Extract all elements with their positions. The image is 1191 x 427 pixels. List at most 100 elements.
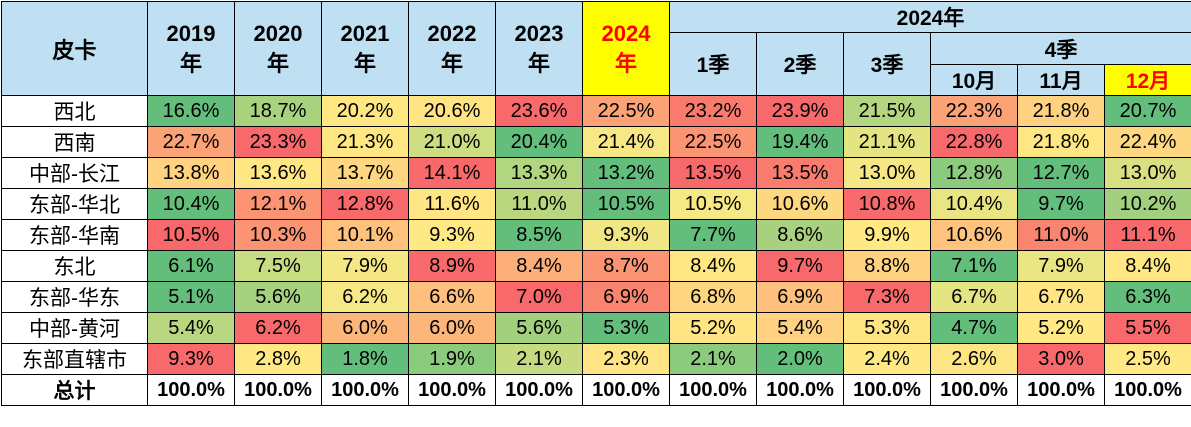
share-cell: 16.6% [148, 96, 235, 127]
share-cell: 6.2% [235, 313, 322, 344]
share-cell: 11.6% [409, 189, 496, 220]
total-cell: 100.0% [1018, 375, 1105, 406]
share-cell: 12.7% [1018, 158, 1105, 189]
region-label: 中部-黄河 [2, 313, 148, 344]
month-header-dec: 12月 [1105, 65, 1191, 96]
share-cell: 7.3% [844, 282, 931, 313]
share-cell: 4.7% [931, 313, 1018, 344]
total-cell: 100.0% [844, 375, 931, 406]
share-cell: 23.6% [496, 96, 583, 127]
region-label: 东部-华东 [2, 282, 148, 313]
share-cell: 9.7% [757, 251, 844, 282]
share-cell: 1.9% [409, 344, 496, 375]
region-label: 东部-华北 [2, 189, 148, 220]
share-cell: 13.8% [148, 158, 235, 189]
share-cell: 14.1% [409, 158, 496, 189]
year-label-2021: 2021 年 [341, 21, 390, 76]
share-cell: 22.5% [583, 96, 670, 127]
share-cell: 10.5% [148, 220, 235, 251]
share-cell: 12.1% [235, 189, 322, 220]
share-cell: 2.1% [670, 344, 757, 375]
share-cell: 6.0% [409, 313, 496, 344]
total-cell: 100.0% [931, 375, 1018, 406]
share-cell: 22.7% [148, 127, 235, 158]
share-cell: 8.9% [409, 251, 496, 282]
share-cell: 10.3% [235, 220, 322, 251]
share-cell: 6.7% [1018, 282, 1105, 313]
share-cell: 21.8% [1018, 127, 1105, 158]
share-cell: 2.6% [931, 344, 1018, 375]
share-cell: 13.5% [670, 158, 757, 189]
share-cell: 9.3% [409, 220, 496, 251]
pickup-region-share-table: 皮卡 2019 年 2020 年 2021 年 2022 年 2023 年 20… [1, 1, 1191, 406]
share-cell: 10.1% [322, 220, 409, 251]
share-cell: 5.2% [670, 313, 757, 344]
share-cell: 8.4% [1105, 251, 1191, 282]
share-cell: 12.8% [931, 158, 1018, 189]
share-cell: 23.9% [757, 96, 844, 127]
share-cell: 2.5% [1105, 344, 1191, 375]
share-cell: 7.9% [1018, 251, 1105, 282]
quarter-header-q4: 4季 [931, 33, 1191, 65]
share-cell: 20.4% [496, 127, 583, 158]
share-cell: 7.0% [496, 282, 583, 313]
share-cell: 7.9% [322, 251, 409, 282]
share-cell: 5.3% [583, 313, 670, 344]
share-cell: 21.4% [583, 127, 670, 158]
share-cell: 5.5% [1105, 313, 1191, 344]
share-cell: 6.9% [757, 282, 844, 313]
region-label: 东北 [2, 251, 148, 282]
share-cell: 8.7% [583, 251, 670, 282]
share-cell: 13.5% [757, 158, 844, 189]
region-label: 东部-华南 [2, 220, 148, 251]
year-label-2022: 2022 年 [428, 21, 477, 76]
share-cell: 19.4% [757, 127, 844, 158]
share-cell: 7.7% [670, 220, 757, 251]
share-cell: 6.8% [670, 282, 757, 313]
corner-header: 皮卡 [2, 2, 148, 96]
share-cell: 10.4% [931, 189, 1018, 220]
share-cell: 10.4% [148, 189, 235, 220]
share-cell: 6.1% [148, 251, 235, 282]
share-cell: 13.0% [1105, 158, 1191, 189]
share-cell: 10.5% [670, 189, 757, 220]
total-cell: 100.0% [583, 375, 670, 406]
share-cell: 22.3% [931, 96, 1018, 127]
year-header-2021: 2021 年 [322, 2, 409, 96]
share-cell: 12.8% [322, 189, 409, 220]
share-cell: 21.8% [1018, 96, 1105, 127]
share-cell: 9.3% [583, 220, 670, 251]
year-header-2023: 2023 年 [496, 2, 583, 96]
share-cell: 5.1% [148, 282, 235, 313]
share-cell: 10.6% [757, 189, 844, 220]
total-cell: 100.0% [148, 375, 235, 406]
share-cell: 2.8% [235, 344, 322, 375]
share-cell: 13.2% [583, 158, 670, 189]
share-cell: 20.2% [322, 96, 409, 127]
share-cell: 5.4% [148, 313, 235, 344]
share-cell: 2.4% [844, 344, 931, 375]
share-cell: 6.0% [322, 313, 409, 344]
share-cell: 6.3% [1105, 282, 1191, 313]
share-cell: 11.0% [1018, 220, 1105, 251]
share-cell: 13.6% [235, 158, 322, 189]
share-cell: 3.0% [1018, 344, 1105, 375]
year-label-2024: 2024 年 [602, 21, 651, 76]
total-cell: 100.0% [670, 375, 757, 406]
region-label: 西北 [2, 96, 148, 127]
share-cell: 23.3% [235, 127, 322, 158]
group-header-2024: 2024年 [670, 2, 1191, 33]
share-cell: 5.6% [235, 282, 322, 313]
share-cell: 8.4% [496, 251, 583, 282]
share-cell: 22.5% [670, 127, 757, 158]
share-cell: 20.7% [1105, 96, 1191, 127]
share-cell: 2.3% [583, 344, 670, 375]
total-cell: 100.0% [1105, 375, 1191, 406]
